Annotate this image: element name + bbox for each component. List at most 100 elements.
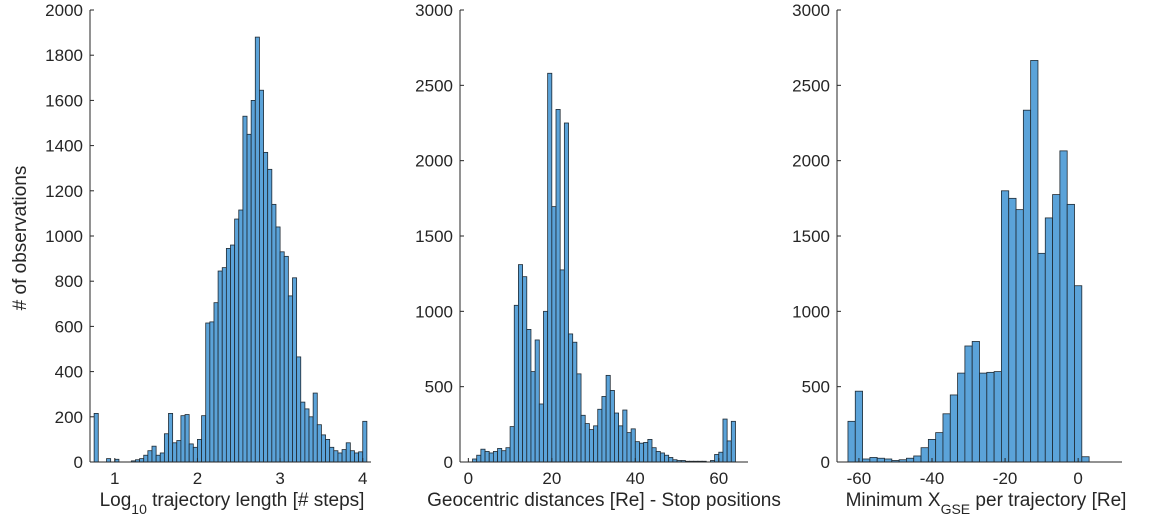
panel1-axes: 0 200 400 600 800 1000 1200 1400 1600 1800 2000 1 2 3… (45, 1, 371, 488)
panel1-y-tick-label: 0 (74, 453, 83, 472)
panel2-bar (568, 333, 574, 463)
panel3-x-tick-label: -60 (847, 469, 872, 488)
panel2-bar (488, 452, 494, 463)
panel1-x-tick-label: 4 (358, 469, 367, 488)
panel2-bar (518, 264, 523, 463)
panel2-bar (601, 396, 607, 463)
panel2-bar (526, 329, 532, 463)
panel1-y-tick-label: 1000 (45, 227, 83, 246)
panel2-bar (655, 451, 661, 463)
panel1-bar (316, 424, 322, 463)
panel2-bar (480, 448, 486, 463)
panel2-bar (726, 440, 732, 463)
panel1-bar (143, 454, 149, 463)
panel1-bar (358, 451, 364, 463)
panel1-bar (188, 443, 194, 463)
panel1-bar (225, 248, 231, 463)
panel1-bar (159, 452, 165, 463)
panel2-bar (605, 374, 611, 463)
panel1-y-tick-label: 1800 (45, 46, 83, 65)
panel3-bar (920, 447, 929, 463)
panel2-y-tick-label: 0 (444, 453, 453, 472)
panel2-bar (538, 403, 544, 463)
panel2-bar (543, 310, 549, 463)
panel3-bar (876, 457, 885, 463)
panel1-x-tick-label: 2 (193, 469, 202, 488)
panel1-bar (267, 168, 273, 463)
panel2-bar (559, 269, 565, 463)
panel1-bar (263, 151, 269, 463)
panel2-bar (597, 408, 603, 463)
panel3-bar (854, 390, 863, 463)
panel3-y-tick-label: 1000 (792, 302, 830, 321)
panel3-bar (913, 455, 922, 463)
panel3-bar (906, 457, 915, 463)
panel1-y-tick-label: 200 (55, 408, 83, 427)
panel2-bar (714, 454, 720, 463)
panel1-bar (168, 413, 174, 463)
panel1-bar (172, 442, 178, 463)
panel1-bar (205, 322, 211, 463)
panel1-bar (304, 408, 310, 463)
panel3-bar (935, 432, 944, 463)
panel2-x-tick-label: 60 (709, 469, 728, 488)
panel1-bar (213, 302, 219, 463)
panel1-bar (230, 244, 236, 463)
panel1-xlabel: Log10 trajectory length [# steps] (100, 490, 365, 517)
panel3-bar (1022, 109, 1032, 463)
panel3-x-tick-label: -20 (993, 469, 1018, 488)
panel2-bar (584, 423, 590, 463)
panel2-x-tick-label: 20 (542, 469, 561, 488)
panel3-bar (1066, 203, 1075, 463)
panel2-bar (730, 420, 736, 463)
panel1-bar (362, 420, 368, 463)
panel2-bar (647, 438, 653, 463)
panel3-bar (1081, 456, 1090, 463)
panel2-x-tick-label: 0 (464, 469, 473, 488)
panel3-y-tick-label: 1500 (792, 227, 830, 246)
panel2-bar (634, 441, 640, 463)
panel2-bar (555, 109, 561, 463)
panel3-bar (1074, 285, 1083, 463)
panel1-bar (292, 277, 298, 463)
panel3-bar (964, 345, 973, 463)
panel2-bar (643, 442, 649, 463)
panel2-bar (622, 409, 628, 463)
panel2-bar (576, 373, 582, 463)
panel1-bar (333, 450, 339, 463)
panel1-bar (192, 446, 198, 463)
panel2-y-tick-label: 3000 (415, 1, 453, 20)
panel1-bar (275, 226, 281, 463)
panel2-bar (580, 414, 586, 463)
panel2-bar (563, 122, 569, 463)
panel2-y-tick-label: 1500 (415, 227, 453, 246)
panel1-bar (197, 438, 202, 463)
panel1-bar (106, 458, 112, 463)
panel1-y-tick-label: 1600 (45, 91, 83, 110)
panel3-y-tick-label: 0 (821, 453, 830, 472)
panel3-bar (1001, 190, 1010, 463)
panel1-bar (287, 295, 293, 463)
panel2-bar (551, 206, 557, 463)
panel2-bar (588, 429, 594, 463)
panel1-bar (93, 413, 99, 463)
panel1-bar (341, 449, 347, 463)
panel1-bar (234, 218, 240, 463)
panel1-y-tick-label: 400 (55, 363, 83, 382)
panel1-bar (184, 414, 190, 463)
panel2-y-tick-label: 500 (425, 378, 453, 397)
panel2-bar (572, 341, 578, 463)
panel1-x-tick-label: 1 (110, 469, 119, 488)
panel3-bar (979, 372, 988, 463)
panel1-bar (349, 450, 355, 463)
panel3-bar (1008, 197, 1017, 463)
panel2-bar (534, 339, 540, 463)
panel1-bar (139, 458, 145, 463)
panel2-bar (593, 425, 599, 463)
panel1-bar (279, 251, 285, 463)
panel1-bar (242, 115, 248, 463)
panel1-bar (283, 255, 289, 463)
panel3-bar (942, 413, 951, 463)
panel3-y-tick-label: 500 (802, 378, 830, 397)
